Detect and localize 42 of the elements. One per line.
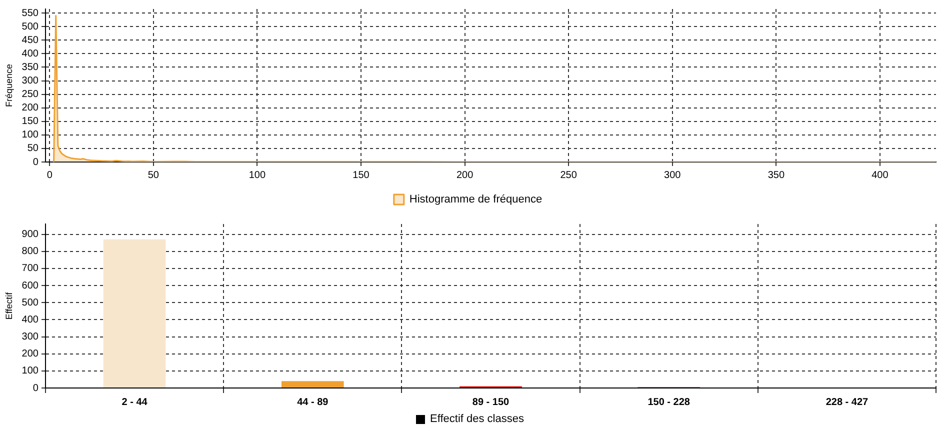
- x-tick-label: 150 - 228: [648, 396, 690, 408]
- y-tick-label: 250: [22, 89, 39, 100]
- y-tick-label: 300: [22, 332, 39, 342]
- x-tick-label: 0: [46, 170, 53, 181]
- legend-label: Histogramme de fréquence: [409, 194, 542, 206]
- y-tick-label: 100: [22, 130, 39, 141]
- y-tick-label: 700: [22, 263, 39, 274]
- y-tick-label: 400: [22, 314, 39, 326]
- y-tick-label: 100: [22, 366, 39, 377]
- y-axis-title: Effectif: [4, 292, 14, 320]
- x-tick-label: 250: [560, 170, 578, 181]
- y-tick-label: 500: [22, 297, 39, 308]
- x-tick-label: 50: [148, 170, 160, 181]
- y-tick-label: 800: [22, 246, 39, 258]
- y-tick-label: 200: [22, 102, 39, 114]
- y-tick-label: 150: [22, 116, 39, 128]
- x-tick-label: 89 - 150: [472, 396, 510, 408]
- x-tick-label: 400: [872, 170, 889, 181]
- y-tick-label: 500: [22, 21, 39, 32]
- x-tick-label: 2 - 44: [122, 396, 148, 408]
- y-tick-label: 50: [27, 143, 39, 154]
- bar: [281, 381, 344, 388]
- x-tick-label: 228 - 427: [826, 396, 869, 408]
- y-tick-label: 450: [22, 34, 39, 46]
- y-tick-label: 0: [32, 382, 39, 394]
- x-tick-label: 150: [352, 170, 370, 181]
- y-tick-label: 550: [22, 8, 39, 19]
- y-tick-label: 400: [22, 48, 39, 60]
- y-tick-label: 350: [22, 62, 39, 73]
- y-tick-label: 300: [22, 76, 39, 87]
- x-tick-label: 100: [248, 170, 266, 181]
- x-tick-label: 44 - 89: [297, 396, 329, 408]
- y-tick-label: 0: [32, 156, 39, 168]
- text: Effectif des classes: [430, 413, 524, 425]
- x-tick-label: 200: [456, 170, 474, 181]
- y-tick-label: 200: [22, 348, 39, 360]
- x-tick-label: 350: [768, 170, 785, 181]
- y-axis-title: Fréquence: [4, 64, 14, 108]
- bar: [103, 239, 166, 388]
- x-tick-label: 300: [664, 170, 682, 181]
- y-tick-label: 600: [22, 280, 39, 292]
- y-tick-label: 900: [22, 229, 39, 240]
